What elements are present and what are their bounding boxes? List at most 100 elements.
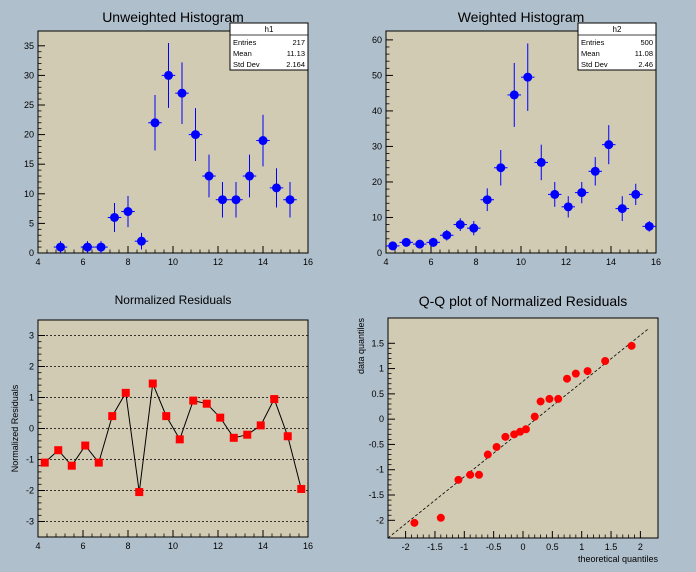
x-tick-label: 10	[516, 257, 526, 267]
pad-qq-plot[interactable]: Q-Q plot of Normalized Residuals -2 -1.5 -1…	[348, 286, 696, 572]
point-marker	[401, 237, 411, 247]
data-point	[521, 425, 530, 434]
data-point	[94, 241, 108, 253]
point-marker	[258, 136, 268, 146]
stats-value: 500	[640, 38, 653, 47]
data-point	[530, 412, 539, 421]
point-marker	[123, 207, 133, 217]
data-point	[107, 202, 122, 232]
data-point	[536, 397, 545, 406]
point-marker	[631, 189, 641, 199]
data-point	[297, 484, 306, 493]
data-point	[202, 154, 216, 198]
y-tick-label: 15	[24, 159, 34, 169]
data-point	[474, 470, 483, 479]
y-tick-label: -1	[26, 455, 34, 465]
data-point	[545, 394, 554, 403]
x-tick-label: 10	[168, 257, 178, 267]
x-tick-label: 14	[258, 257, 268, 267]
chart-weighted-histogram[interactable]: Weighted Histogram 4 6 8 10 12 14 16 0 10 20 30 40 50…	[348, 0, 696, 286]
data-point	[583, 367, 592, 376]
point-marker	[509, 90, 519, 100]
point-marker	[644, 221, 654, 231]
data-point	[81, 441, 90, 450]
data-point	[386, 241, 400, 251]
x-tick-label: 4	[383, 257, 388, 267]
point-marker	[550, 189, 560, 199]
data-point	[436, 513, 445, 522]
x-tick-label: 12	[213, 541, 223, 551]
y-tick-label: 10	[24, 189, 34, 199]
data-point	[413, 239, 427, 249]
point-marker	[428, 237, 438, 247]
data-point	[480, 188, 494, 212]
point-marker	[164, 70, 173, 80]
x-tick-label: 6	[80, 541, 85, 551]
data-point	[534, 144, 548, 181]
y-tick-label: 0	[29, 248, 34, 258]
point-marker	[177, 88, 187, 98]
data-point	[67, 461, 76, 470]
y-tick-label: 60	[372, 35, 382, 45]
data-point	[642, 221, 656, 232]
x-tick-label: -1	[460, 542, 468, 552]
data-point	[283, 181, 297, 218]
chart-title: Unweighted Histogram	[102, 9, 244, 25]
x-tick-label: 4	[35, 541, 40, 551]
data-point	[629, 183, 643, 206]
x-tick-label: 16	[651, 257, 661, 267]
point-marker	[496, 163, 506, 173]
y-tick-label: 20	[372, 177, 382, 187]
stats-label: Std Dev	[581, 60, 608, 69]
stats-value: 217	[292, 38, 305, 47]
data-point	[229, 433, 238, 442]
stats-value: 11.08	[635, 49, 653, 58]
stats-box: h1 Entries 217 Mean 11.13 Std Dev 2.164	[229, 22, 309, 71]
data-point	[410, 518, 419, 527]
stats-name: h1	[265, 25, 274, 34]
y-tick-label: 35	[24, 41, 34, 51]
x-tick-label: -1.5	[427, 542, 443, 552]
data-point	[492, 442, 501, 451]
data-point	[161, 42, 176, 108]
point-marker	[617, 204, 627, 214]
pad-weighted-histogram[interactable]: Weighted Histogram 4 6 8 10 12 14 16 0 10 20 30 40 50…	[348, 0, 696, 286]
chart-qq-plot[interactable]: Q-Q plot of Normalized Residuals -2 -1.5 -1…	[348, 286, 696, 572]
data-point	[399, 237, 413, 247]
data-point	[548, 181, 562, 207]
y-tick-label: 40	[372, 106, 382, 116]
y-tick-label: -2	[376, 515, 384, 525]
y-tick-label: -1.5	[368, 490, 384, 500]
data-point	[283, 432, 292, 441]
data-point	[229, 181, 243, 218]
point-marker	[231, 195, 241, 205]
stats-label: Mean	[233, 49, 252, 58]
x-tick-label: 16	[303, 257, 313, 267]
point-marker	[83, 242, 92, 252]
chart-unweighted-histogram[interactable]: Unweighted Histogram 4 6 8 10 12 14 16 0 5 10 15 20 2…	[0, 0, 348, 286]
point-marker	[191, 130, 200, 140]
point-marker	[455, 220, 465, 230]
point-marker	[442, 230, 452, 240]
pad-normalized-residuals[interactable]: Normalized Residuals 4 6 8 10 12 14 16 -3 -2 -1 0 1 2…	[0, 286, 348, 572]
stats-label: Std Dev	[233, 60, 260, 69]
data-point	[507, 62, 521, 127]
data-point	[202, 399, 211, 408]
data-point	[561, 196, 575, 218]
pad-unweighted-histogram[interactable]: Unweighted Histogram 4 6 8 10 12 14 16 0 5 10 15 20 2…	[0, 0, 348, 286]
y-tick-label: -2	[26, 486, 34, 496]
y-tick-label: 2	[29, 362, 34, 372]
data-point	[216, 413, 225, 422]
y-tick-label: 30	[24, 70, 34, 80]
y-tick-label: 50	[372, 70, 382, 80]
stats-box: h2 Entries 500 Mean 11.08 Std Dev 2.46	[577, 22, 657, 71]
data-point	[588, 157, 602, 186]
point-marker	[96, 242, 106, 252]
y-axis-title: data quantiles	[356, 317, 366, 374]
y-tick-label: -1	[376, 465, 384, 475]
data-point	[121, 195, 135, 228]
x-tick-label: -0.5	[486, 542, 502, 552]
point-marker	[388, 241, 398, 251]
point-marker	[577, 188, 587, 198]
